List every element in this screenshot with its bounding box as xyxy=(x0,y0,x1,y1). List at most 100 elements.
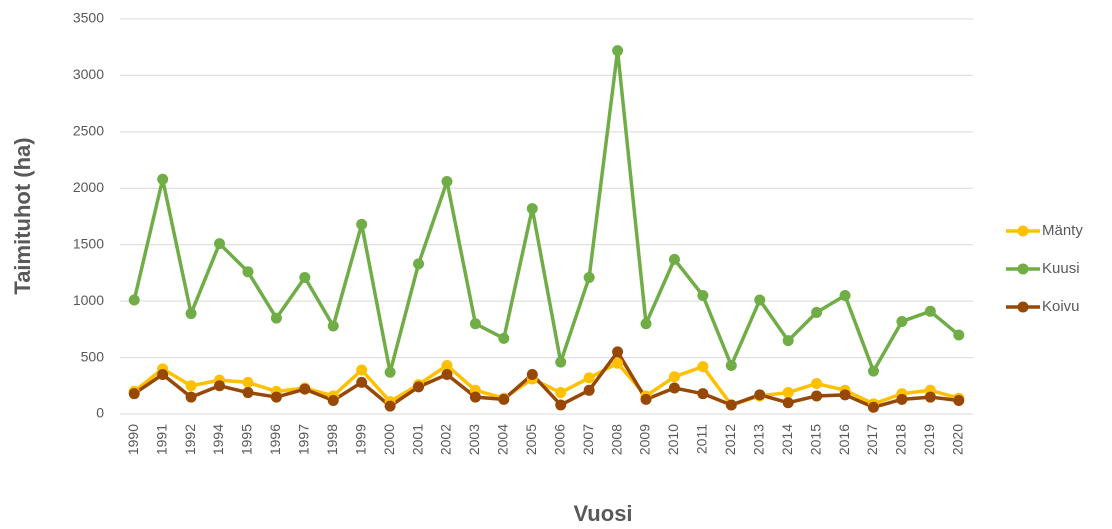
data-point xyxy=(725,399,737,411)
y-tick-label: 1000 xyxy=(73,292,104,308)
data-point xyxy=(327,320,339,332)
data-point xyxy=(896,393,908,405)
data-point xyxy=(413,381,425,393)
y-tick-label: 1500 xyxy=(73,235,104,251)
data-point xyxy=(782,335,794,347)
data-point xyxy=(697,361,709,373)
data-point xyxy=(811,378,823,390)
data-point xyxy=(924,305,936,317)
x-axis-title: Vuosi xyxy=(573,501,632,526)
series-line xyxy=(132,48,960,374)
x-tick-label: 2006 xyxy=(551,424,567,455)
data-point xyxy=(299,271,311,283)
data-point xyxy=(441,359,453,371)
data-point xyxy=(384,400,396,412)
x-tick-label: 2005 xyxy=(523,424,539,455)
x-tick-label: 2009 xyxy=(637,424,653,455)
data-point xyxy=(356,218,368,230)
data-point xyxy=(640,393,652,405)
series-line xyxy=(133,361,960,407)
data-point xyxy=(583,384,595,396)
legend-marker xyxy=(1017,225,1029,237)
legend-marker xyxy=(1017,263,1029,275)
legend-marker xyxy=(1017,301,1029,313)
data-point xyxy=(811,306,823,318)
data-point xyxy=(214,238,226,250)
data-point xyxy=(555,399,567,411)
y-tick-label: 0 xyxy=(96,405,104,421)
data-point xyxy=(953,329,965,341)
data-point xyxy=(242,266,254,278)
data-point xyxy=(413,258,425,270)
data-point xyxy=(697,290,709,301)
data-point xyxy=(441,369,453,380)
x-tick-label: 1991 xyxy=(153,424,169,455)
legend-label: Koivu xyxy=(1042,298,1080,315)
x-tick-label: 2015 xyxy=(807,424,823,455)
x-tick-label: 2008 xyxy=(608,424,624,455)
x-tick-label: 2014 xyxy=(779,424,795,455)
data-point xyxy=(811,390,823,402)
data-point xyxy=(924,391,936,403)
x-tick-label: 2019 xyxy=(921,424,937,455)
x-tick-label: 2002 xyxy=(438,424,454,455)
x-tick-label: 2020 xyxy=(949,424,965,455)
data-point xyxy=(583,372,595,384)
x-tick-label: 1999 xyxy=(352,424,368,455)
data-point xyxy=(782,387,794,399)
x-tick-label: 2017 xyxy=(864,424,880,455)
x-tick-label: 1994 xyxy=(210,424,226,455)
y-tick-label: 3000 xyxy=(73,66,104,82)
data-point xyxy=(754,294,766,306)
data-point xyxy=(214,380,226,392)
x-tick-label: 1996 xyxy=(267,424,283,455)
y-tick-label: 2500 xyxy=(73,123,104,139)
data-point xyxy=(555,356,567,368)
series-line xyxy=(133,350,959,409)
data-point xyxy=(469,391,481,403)
data-point xyxy=(612,357,624,369)
data-point xyxy=(157,369,169,380)
x-tick-label: 2007 xyxy=(580,424,596,455)
data-point xyxy=(469,318,481,330)
data-point xyxy=(242,387,254,399)
data-point xyxy=(583,271,595,283)
x-tick-label: 1990 xyxy=(125,424,141,455)
x-tick-label: 2011 xyxy=(694,424,710,454)
data-point xyxy=(242,376,254,388)
data-point xyxy=(839,389,851,401)
data-point xyxy=(498,332,510,344)
data-point xyxy=(668,253,680,265)
data-point xyxy=(384,366,396,378)
data-point xyxy=(157,173,169,185)
data-point xyxy=(612,45,624,57)
y-tick-label: 500 xyxy=(81,348,105,364)
x-tick-label: 2001 xyxy=(409,424,425,455)
data-point xyxy=(668,382,680,394)
x-tick-label: 2000 xyxy=(381,424,397,455)
x-tick-label: 2016 xyxy=(836,424,852,455)
data-point xyxy=(356,376,368,388)
data-point xyxy=(555,387,567,399)
y-tick-label: 2000 xyxy=(73,179,104,195)
data-point xyxy=(754,389,766,401)
data-point xyxy=(697,388,709,400)
x-tick-label: 2010 xyxy=(665,424,681,455)
x-tick-label: 1995 xyxy=(239,424,255,455)
data-point xyxy=(185,391,197,403)
x-tick-label: 2013 xyxy=(750,424,766,455)
data-point xyxy=(128,388,140,400)
data-point xyxy=(640,318,652,330)
data-point xyxy=(185,308,197,320)
x-tick-label: 1992 xyxy=(182,424,198,455)
data-point xyxy=(185,380,197,392)
legend-label: Mänty xyxy=(1042,222,1083,239)
data-point xyxy=(128,294,140,306)
data-point xyxy=(327,394,339,406)
data-point xyxy=(441,176,453,188)
data-point xyxy=(356,364,368,376)
x-tick-label: 2004 xyxy=(495,424,511,455)
data-point xyxy=(668,371,680,383)
y-axis-title: Taimituhot (ha) xyxy=(10,137,35,294)
